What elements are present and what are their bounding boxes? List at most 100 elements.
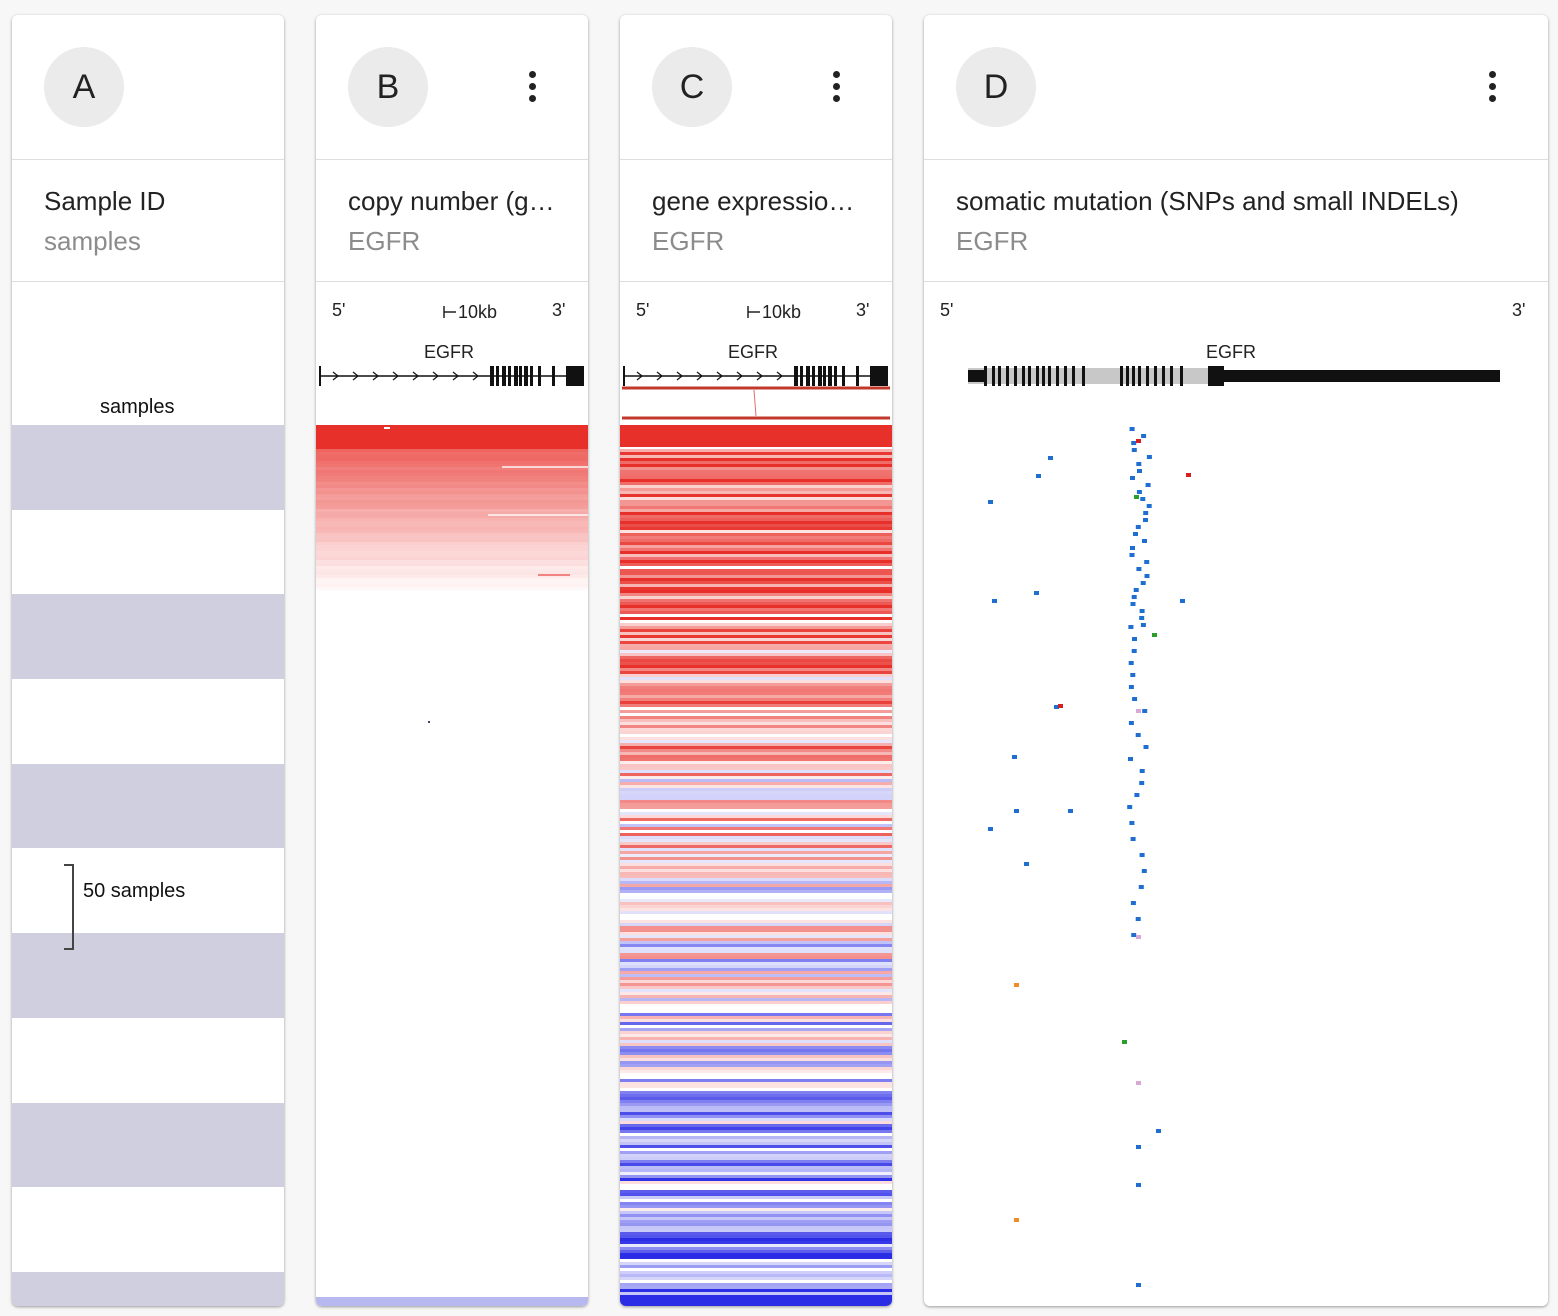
copy-number-row — [316, 476, 588, 479]
expression-row — [620, 506, 892, 509]
exon-block — [800, 366, 803, 386]
mutation-dot — [1133, 588, 1139, 592]
copy-number-row — [316, 1297, 588, 1306]
mutation-dot — [1128, 685, 1134, 689]
expression-row — [620, 770, 892, 773]
exon-block — [1056, 366, 1059, 386]
gene-expression-heatmap[interactable] — [620, 425, 892, 1306]
strand-arrow-icon — [352, 371, 359, 381]
expression-row — [620, 959, 892, 962]
expression-row — [620, 1196, 892, 1199]
mutation-dot — [1036, 474, 1041, 478]
copy-number-row — [428, 721, 430, 723]
mutation-dot — [1068, 809, 1073, 813]
column-avatar-a[interactable]: A — [44, 47, 124, 127]
copy-number-row — [316, 506, 588, 509]
expression-row — [620, 1193, 892, 1196]
mutation-dot — [1130, 602, 1136, 606]
mutation-dot — [1143, 511, 1149, 515]
expression-row — [620, 659, 892, 662]
expression-row — [620, 458, 892, 461]
mutation-dot — [1131, 933, 1137, 937]
expression-row — [620, 464, 892, 467]
expression-row — [620, 1166, 892, 1169]
expression-row — [620, 1277, 892, 1280]
expression-row — [620, 743, 892, 746]
expression-row — [620, 905, 892, 908]
column-title-block[interactable]: Sample ID samples — [12, 160, 284, 282]
column-avatar-d[interactable]: D — [956, 47, 1036, 127]
exon-block — [1006, 366, 1009, 386]
expression-row — [620, 1064, 892, 1067]
kebab-dot-icon — [1489, 71, 1496, 78]
expression-row — [620, 935, 892, 938]
somatic-mutation-panel[interactable]: 5' 3' EGFR — [924, 282, 1548, 1306]
expression-row — [620, 1178, 892, 1181]
expression-row — [620, 776, 892, 779]
column-menu-button[interactable] — [512, 67, 552, 107]
copy-number-panel[interactable]: 5' 3' 10kb EGFR — [316, 282, 588, 1306]
expression-row — [620, 947, 892, 950]
mutation-dot — [1130, 476, 1135, 480]
mutation-dot — [1128, 721, 1134, 725]
expression-row — [620, 1205, 892, 1208]
expression-row — [620, 509, 892, 512]
column-title-block[interactable]: gene expression RNAseq EGFR — [620, 160, 892, 282]
copy-number-row — [316, 521, 588, 524]
copy-number-row — [316, 560, 588, 563]
expression-row — [620, 1214, 892, 1217]
column-somatic-mutation: D somatic mutation (SNPs and small INDEL… — [924, 15, 1548, 1306]
exon-block — [806, 366, 810, 386]
expression-row — [620, 527, 892, 530]
exon-block — [508, 366, 511, 386]
copy-number-heatmap[interactable] — [316, 425, 588, 1306]
expression-row — [620, 725, 892, 728]
exon-block — [1082, 366, 1085, 386]
expression-row — [620, 425, 892, 447]
column-title-block[interactable]: somatic mutation (SNPs and small INDELs)… — [924, 160, 1548, 282]
column-avatar-c[interactable]: C — [652, 47, 732, 127]
expression-row — [620, 578, 892, 581]
mutation-dot — [1131, 595, 1137, 599]
strand-arrow-icon — [776, 371, 783, 381]
expression-row — [620, 1274, 892, 1277]
gene-expression-panel[interactable]: 5' 3' 10kb EGFR — [620, 282, 892, 1306]
copy-number-row — [316, 482, 588, 485]
expression-row — [620, 1211, 892, 1214]
column-avatar-b[interactable]: B — [348, 47, 428, 127]
exon-block — [519, 366, 522, 386]
expression-row — [620, 1097, 892, 1100]
copy-number-row — [316, 512, 588, 515]
exon-block — [566, 366, 584, 386]
exon-block — [502, 366, 506, 386]
exon-block — [1132, 366, 1135, 386]
samples-panel[interactable]: samples 50 samples — [12, 282, 284, 1306]
strand-arrow-icon — [716, 371, 723, 381]
copy-number-row — [502, 466, 588, 468]
mutation-dot — [992, 599, 997, 603]
column-title-block[interactable]: copy number (gene level) EGFR — [316, 160, 588, 282]
exon-block — [1014, 366, 1017, 386]
expression-row — [620, 593, 892, 596]
mutation-dot — [1139, 769, 1145, 773]
expression-row — [620, 602, 892, 605]
mutation-dot — [1014, 809, 1019, 813]
expression-row — [620, 599, 892, 602]
expression-row — [620, 572, 892, 575]
expression-row — [620, 878, 892, 881]
expression-row — [620, 1136, 892, 1139]
expression-row — [620, 1265, 892, 1268]
expression-row — [620, 833, 892, 836]
mutation-dot — [1058, 704, 1063, 708]
column-menu-button[interactable] — [1472, 67, 1512, 107]
expression-row — [620, 890, 892, 893]
expression-row — [620, 704, 892, 707]
expression-row — [620, 1061, 892, 1064]
exon-block — [834, 366, 837, 386]
expression-row — [620, 1046, 892, 1049]
column-menu-button[interactable] — [816, 67, 856, 107]
expression-row — [620, 638, 892, 641]
mutation-dot-plot[interactable] — [924, 425, 1548, 1306]
expression-row — [620, 1031, 892, 1034]
expression-row — [620, 650, 892, 653]
